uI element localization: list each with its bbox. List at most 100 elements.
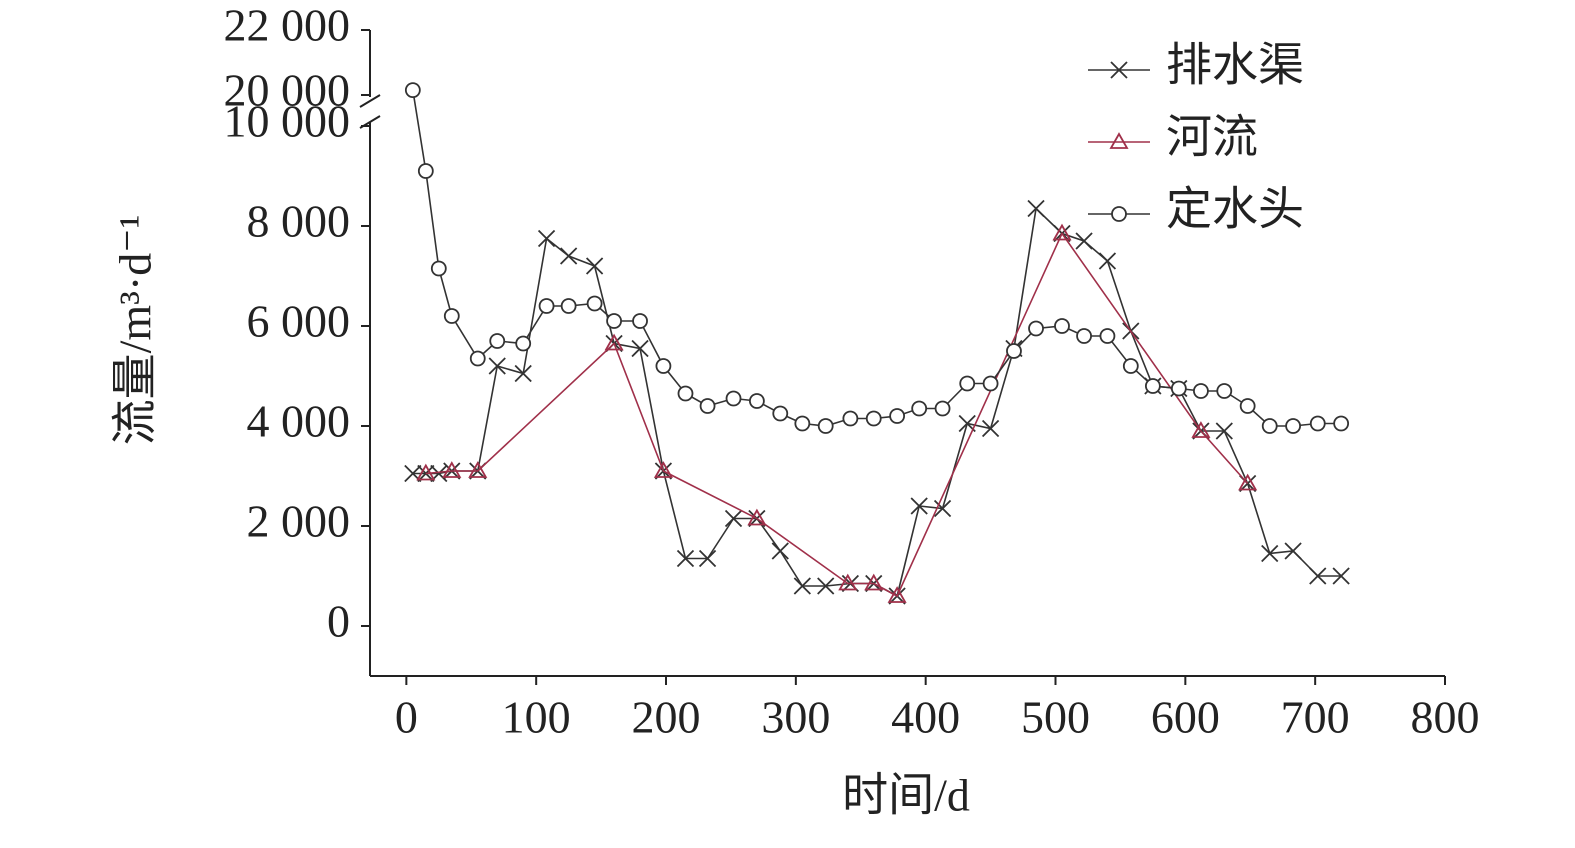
marker (538, 298, 555, 314)
y-tick-label: 2 000 (247, 496, 351, 547)
x-tick-label: 800 (1411, 692, 1480, 743)
y-tick-label: 0 (327, 596, 350, 647)
marker (1333, 415, 1350, 432)
marker (838, 573, 858, 591)
marker (1284, 542, 1302, 560)
marker (910, 497, 928, 515)
x-tick-label: 500 (1021, 692, 1090, 743)
marker (653, 461, 673, 478)
marker (1098, 252, 1117, 270)
marker (959, 375, 976, 392)
marker (817, 418, 834, 434)
marker (488, 357, 506, 375)
marker (772, 405, 789, 422)
marker (469, 350, 486, 367)
marker (771, 542, 789, 560)
marker (416, 463, 436, 481)
marker (1076, 328, 1092, 344)
marker (677, 385, 694, 402)
marker (725, 390, 742, 407)
marker (887, 586, 907, 603)
marker (1054, 318, 1070, 334)
axis-break (359, 94, 381, 129)
marker (537, 229, 556, 248)
marker (1122, 358, 1139, 374)
marker (560, 298, 577, 314)
marker (417, 163, 434, 179)
y-tick-label: 8 000 (247, 196, 351, 247)
x-tick-label: 200 (632, 692, 701, 743)
y-axis-label: 流量/m³·d⁻¹ (110, 215, 161, 446)
marker (1191, 421, 1211, 438)
y-tick-label: 6 000 (247, 296, 351, 347)
marker (1144, 378, 1161, 394)
marker (655, 358, 672, 374)
marker (1006, 343, 1022, 359)
marker (1027, 199, 1045, 218)
marker (442, 461, 462, 478)
marker (699, 398, 716, 414)
marker (747, 508, 767, 526)
marker (1285, 418, 1301, 434)
x-axis-label: 时间/d (842, 770, 970, 821)
y-tick-label: 4 000 (247, 396, 351, 447)
marker (1170, 380, 1187, 397)
marker (606, 313, 622, 329)
marker (794, 415, 811, 432)
series-line (425, 231, 1249, 598)
marker (489, 333, 506, 349)
marker (698, 549, 717, 568)
x-tick-label: 700 (1281, 692, 1350, 743)
marker (981, 419, 1000, 438)
x-tick-label: 100 (502, 692, 571, 743)
marker (515, 335, 532, 352)
marker (1238, 473, 1258, 491)
legend-marker (1109, 132, 1129, 149)
marker (1239, 398, 1256, 414)
marker (982, 375, 999, 392)
y-tick-label: 10 000 (224, 96, 351, 147)
marker (1193, 383, 1209, 399)
legend-label: 河流 (1166, 112, 1258, 163)
legend-label: 排水渠 (1166, 40, 1304, 91)
marker (1261, 544, 1279, 563)
marker (842, 410, 859, 427)
marker (632, 313, 648, 329)
marker (586, 295, 603, 312)
marker (443, 308, 460, 324)
marker (585, 257, 604, 275)
marker (865, 410, 882, 427)
x-tick-label: 600 (1151, 692, 1220, 743)
marker (430, 260, 447, 277)
legend-label: 定水头 (1166, 184, 1304, 235)
marker (1332, 567, 1350, 585)
marker (1028, 320, 1044, 337)
marker (793, 577, 811, 595)
x-tick-label: 300 (761, 692, 830, 743)
marker (1099, 328, 1116, 344)
x-tick-label: 400 (891, 692, 960, 743)
marker (560, 247, 578, 265)
marker (817, 577, 835, 595)
marker (1075, 232, 1093, 250)
marker (889, 408, 906, 424)
marker (724, 509, 743, 528)
marker (631, 339, 649, 358)
y-tick-label: 22 000 (224, 0, 351, 51)
legend-marker (1111, 206, 1127, 222)
marker (404, 82, 421, 99)
marker (933, 499, 952, 518)
marker (934, 400, 951, 417)
marker (514, 364, 532, 383)
marker (1215, 422, 1233, 440)
marker (1261, 418, 1278, 434)
marker (864, 573, 884, 591)
marker (1216, 383, 1233, 399)
marker (468, 461, 488, 478)
x-tick-label: 0 (395, 692, 418, 743)
y-tick-label: 20 000 (224, 65, 351, 116)
marker (748, 393, 765, 409)
legend-marker (1110, 61, 1128, 79)
